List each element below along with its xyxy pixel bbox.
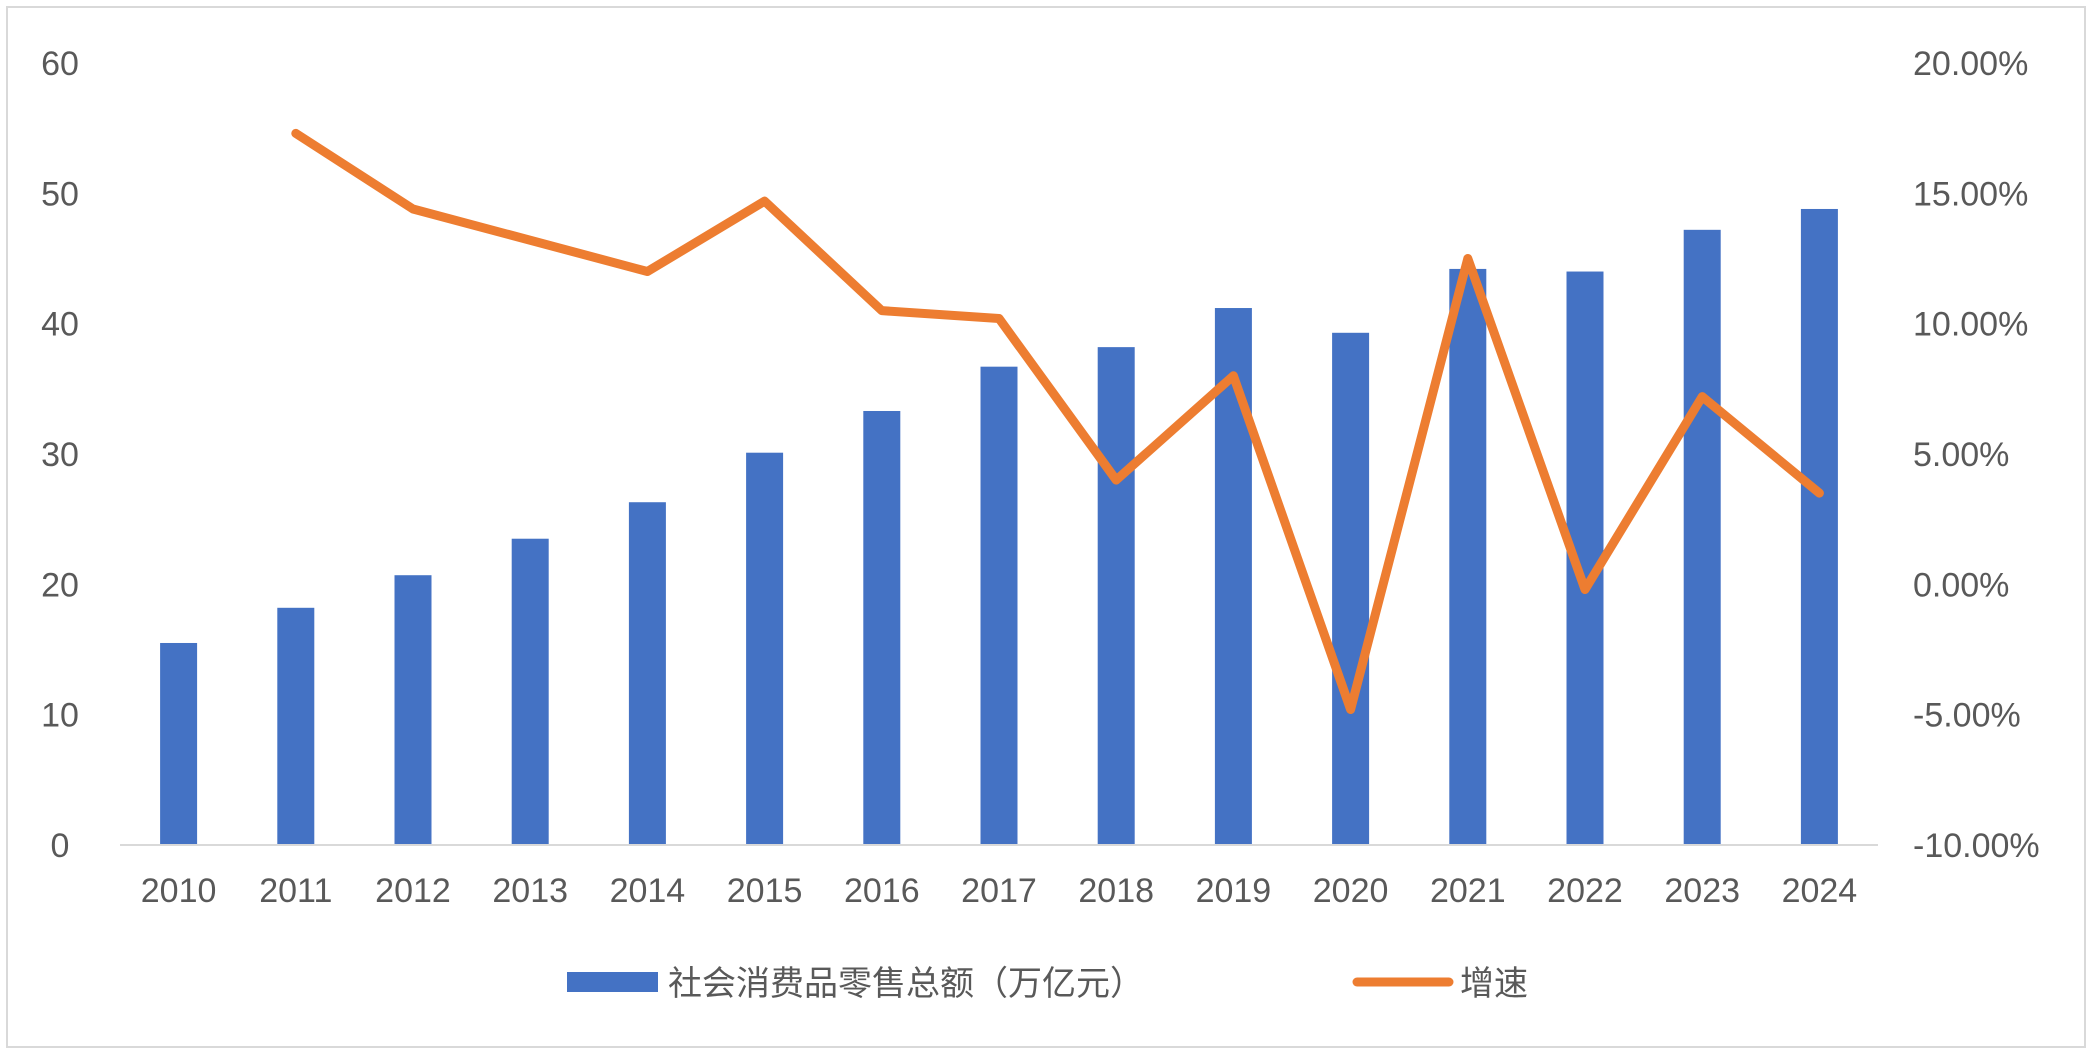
x-tick-label: 2011: [259, 872, 332, 910]
x-tick-label: 2013: [492, 872, 568, 910]
left-tick-label: 30: [41, 436, 79, 474]
right-tick-label: 5.00%: [1913, 436, 2009, 474]
bar-2010: [160, 642, 198, 845]
right-tick-label: 15.00%: [1913, 175, 2028, 213]
x-tick-label: 2023: [1664, 872, 1740, 910]
x-tick-label: 2020: [1313, 872, 1389, 910]
x-tick-label: 2015: [727, 872, 803, 910]
bar-2012: [394, 575, 432, 845]
left-tick-label: 10: [41, 697, 79, 735]
bar-2018: [1097, 347, 1135, 845]
x-tick-label: 2021: [1430, 872, 1506, 910]
bar-2017: [980, 366, 1018, 845]
left-tick-label: 50: [41, 175, 79, 213]
x-tick-label: 2022: [1547, 872, 1623, 910]
legend-bar-swatch: [567, 972, 658, 992]
x-tick-label: 2018: [1078, 872, 1154, 910]
x-tick-label: 2024: [1782, 872, 1858, 910]
x-tick-label: 2019: [1196, 872, 1272, 910]
bar-2024: [1800, 208, 1838, 845]
x-tick-label: 2017: [961, 872, 1037, 910]
bar-2020: [1332, 332, 1370, 845]
left-tick-label: 20: [41, 566, 79, 604]
bar-2011: [277, 607, 315, 845]
chart-frame: [6, 6, 2086, 1048]
right-tick-label: 10.00%: [1913, 306, 2028, 344]
bar-2021: [1449, 268, 1487, 846]
right-tick-label: -10.00%: [1913, 827, 2040, 865]
bar-2023: [1683, 229, 1721, 845]
right-tick-label: 20.00%: [1913, 45, 2028, 83]
bar-2013: [511, 538, 549, 845]
bar-2014: [628, 502, 666, 845]
right-tick-label: 0.00%: [1913, 566, 2009, 604]
growth-line: [291, 128, 1824, 714]
x-tick-label: 2014: [610, 872, 686, 910]
legend-line-label: 增速: [1460, 965, 1528, 1003]
right-tick-label: -5.00%: [1913, 697, 2021, 735]
x-tick-label: 2012: [375, 872, 451, 910]
left-tick-label: 0: [51, 827, 70, 865]
bar-2016: [863, 410, 901, 845]
bar-2015: [746, 452, 784, 845]
x-tick-label: 2010: [141, 872, 217, 910]
x-tick-label: 2016: [844, 872, 920, 910]
left-tick-label: 60: [41, 45, 79, 83]
left-tick-label: 40: [41, 306, 79, 344]
legend-bar-label: 社会消费品零售总额（万亿元）: [668, 965, 1144, 1003]
